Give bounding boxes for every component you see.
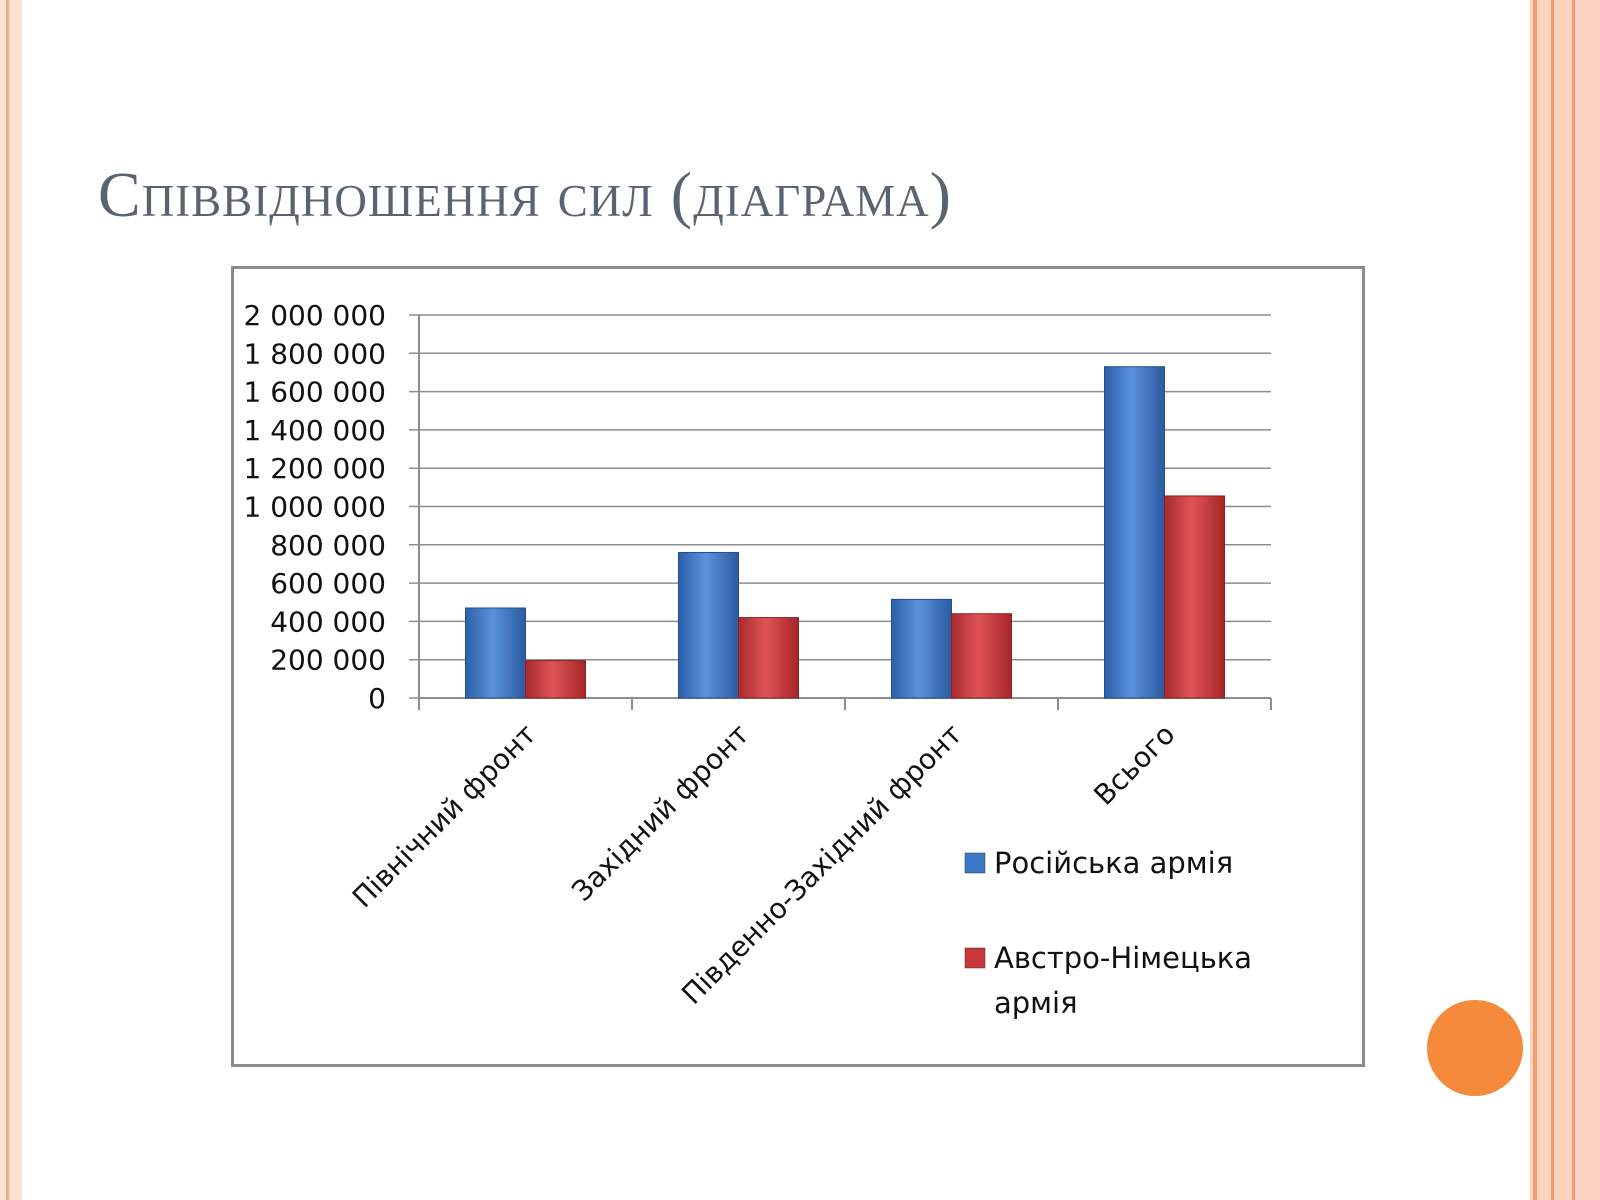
left-border-band [0,0,22,1200]
legend-swatch [964,852,986,874]
y-tick-label: 400 000 [270,605,386,638]
y-tick-label: 1 400 000 [243,414,386,447]
y-tick-label: 1 800 000 [243,337,386,370]
y-tick-label: 2 000 000 [243,299,386,332]
bar-austro-german-3 [1164,495,1225,699]
bar-austro-german-0 [525,660,586,699]
right-border-line-3 [1572,0,1575,1200]
bar-russian-1 [678,551,739,699]
x-category-label: Всього [1087,718,1181,812]
x-category-label: Північний фронт [346,718,543,915]
bar-austro-german-1 [738,617,799,699]
y-tick-label: 1 600 000 [243,376,386,409]
legend-swatch [964,947,986,969]
right-border-band [1530,0,1600,1200]
right-border-line-2 [1551,0,1554,1200]
legend-label: Російська армія [994,846,1233,880]
y-tick-label: 600 000 [270,567,386,600]
y-tick-label: 1 200 000 [243,452,386,485]
y-tick-label: 1 000 000 [243,491,386,524]
y-tick-label: 0 [368,682,386,715]
y-tick-label: 800 000 [270,529,386,562]
bar-russian-3 [1104,366,1165,699]
slide-title: Співвідношення сил (діаграма) [98,159,952,230]
x-category-label: Західний фронт [565,718,755,908]
bar-russian-2 [891,598,952,699]
left-border-line [6,0,9,1200]
bar-austro-german-2 [951,613,1012,699]
legend-label: армія [994,986,1078,1020]
y-tick-label: 200 000 [270,644,386,677]
legend-label: Австро-Німецька [994,941,1252,975]
right-border-line-1 [1533,0,1537,1200]
accent-circle [1427,1000,1523,1096]
bar-russian-0 [465,607,526,699]
